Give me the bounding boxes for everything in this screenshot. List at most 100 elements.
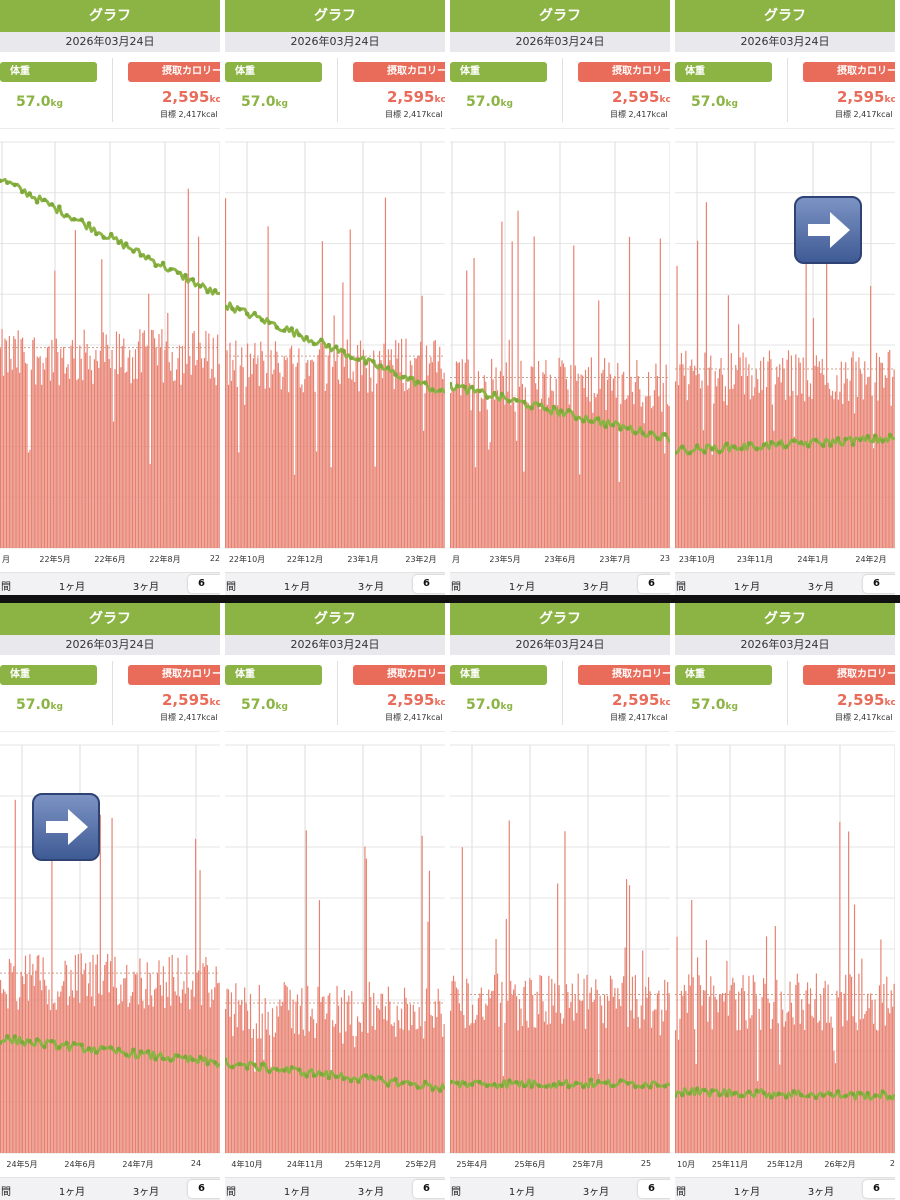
calorie-bar (590, 987, 592, 1153)
calorie-value: 2,595kcal (162, 88, 220, 106)
segment-option[interactable]: 1ヶ月 (733, 582, 761, 593)
calorie-value: 2,595kcal (387, 691, 445, 709)
segment-option[interactable]: 間 (676, 582, 686, 593)
calorie-bar (152, 1006, 154, 1153)
weight-point (469, 384, 475, 390)
segment-option-active[interactable]: 6 (863, 575, 895, 593)
segment-option-active[interactable]: 6 (863, 1180, 895, 1198)
calorie-bar (373, 992, 375, 1153)
calorie-bar (735, 999, 737, 1153)
weight-point (190, 1057, 196, 1063)
calorie-bar (225, 198, 227, 548)
weight-point (160, 260, 166, 266)
segment-option[interactable]: 3ヶ月 (357, 582, 385, 593)
calorie-bar (542, 1001, 544, 1153)
date-label[interactable]: 2026年03月24日 (675, 32, 895, 52)
calorie-bar (755, 995, 757, 1153)
segment-option[interactable]: 1ヶ月 (58, 1187, 86, 1198)
next-arrow-button[interactable] (794, 196, 862, 264)
calorie-bar (796, 973, 798, 1153)
calorie-bar (605, 1027, 607, 1153)
calorie-bar (567, 991, 569, 1153)
segment-option[interactable]: 間 (451, 582, 461, 593)
calorie-unit: kcal (659, 95, 670, 105)
calorie-bar (203, 358, 206, 548)
calorie-bar (380, 993, 382, 1153)
segment-option[interactable]: 間 (451, 1187, 461, 1198)
calorie-bar (226, 988, 228, 1153)
weight-point (680, 444, 685, 450)
segment-option[interactable]: 間 (226, 582, 236, 593)
weight-point (887, 1094, 893, 1100)
segment-option[interactable]: 間 (676, 1187, 686, 1198)
calorie-bar (851, 357, 853, 548)
segment-option-active[interactable]: 6 (188, 1180, 220, 1198)
calorie-bar (206, 965, 208, 1153)
calorie-bar (665, 1010, 667, 1153)
calorie-bar (145, 989, 147, 1153)
chart-svg (450, 141, 670, 549)
calorie-bar (848, 831, 850, 1153)
segment-option[interactable]: 1ヶ月 (283, 582, 311, 593)
chart-area[interactable] (0, 731, 220, 1155)
x-tick-label: 22年6月 (94, 555, 126, 564)
calorie-bar (557, 883, 559, 1153)
calorie-bar (466, 978, 468, 1153)
segment-option-active[interactable]: 6 (413, 575, 445, 593)
segment-option[interactable]: 3ヶ月 (582, 1187, 610, 1198)
weight-unit: kg (500, 99, 513, 109)
calorie-bar (831, 1027, 834, 1153)
segment-option[interactable]: 3ヶ月 (132, 582, 160, 593)
next-arrow-button[interactable] (32, 793, 100, 861)
segment-option[interactable]: 間 (226, 1187, 236, 1198)
segment-option-active[interactable]: 6 (188, 575, 220, 593)
weight-point (64, 1040, 69, 1046)
calorie-bar (877, 400, 879, 548)
date-label[interactable]: 2026年03月24日 (450, 635, 670, 655)
date-label[interactable]: 2026年03月24日 (0, 635, 220, 655)
weight-point (717, 1092, 722, 1098)
segment-option-active[interactable]: 6 (638, 575, 670, 593)
segment-option[interactable]: 3ヶ月 (132, 1187, 160, 1198)
calorie-bar (549, 1023, 551, 1153)
date-label[interactable]: 2026年03月24日 (225, 32, 445, 52)
segment-option[interactable]: 間 (1, 582, 11, 593)
segment-option[interactable]: 1ヶ月 (58, 582, 86, 593)
chart-area[interactable] (0, 128, 220, 550)
segment-option[interactable]: 3ヶ月 (807, 582, 835, 593)
chart-area[interactable] (225, 128, 445, 550)
chart-area[interactable] (450, 128, 670, 550)
calorie-bar (827, 382, 829, 548)
date-label[interactable]: 2026年03月24日 (225, 635, 445, 655)
calorie-bar (20, 971, 22, 1153)
chart-area[interactable] (225, 731, 445, 1155)
calorie-bar (186, 363, 188, 548)
segment-active-label: 6 (198, 1183, 205, 1194)
segment-option[interactable]: 3ヶ月 (807, 1187, 835, 1198)
calorie-bar (853, 904, 856, 1153)
segment-option[interactable]: 1ヶ月 (508, 1187, 536, 1198)
calorie-bar (677, 385, 680, 548)
x-axis-labels: 23年10月 23年11月 24年1月 24年2月 (675, 550, 895, 572)
segment-option[interactable]: 1ヶ月 (733, 1187, 761, 1198)
weight-point (94, 231, 99, 237)
segment-option-active[interactable]: 6 (638, 1180, 670, 1198)
segment-option[interactable]: 1ヶ月 (283, 1187, 311, 1198)
date-label[interactable]: 2026年03月24日 (450, 32, 670, 52)
segment-option[interactable]: 間 (1, 1187, 11, 1198)
calorie-bar (893, 369, 895, 548)
calorie-bar (851, 976, 853, 1153)
segment-option[interactable]: 1ヶ月 (508, 582, 536, 593)
segment-option-active[interactable]: 6 (413, 1180, 445, 1198)
calorie-bar (22, 337, 24, 548)
calorie-bar (365, 858, 367, 1153)
chart-area[interactable] (675, 731, 895, 1155)
chart-area[interactable] (450, 731, 670, 1155)
chart-area[interactable] (675, 128, 895, 550)
date-label[interactable]: 2026年03月24日 (0, 32, 220, 52)
date-label[interactable]: 2026年03月24日 (675, 635, 895, 655)
segment-option[interactable]: 3ヶ月 (582, 582, 610, 593)
segment-option[interactable]: 3ヶ月 (357, 1187, 385, 1198)
calorie-bar (218, 982, 220, 1153)
